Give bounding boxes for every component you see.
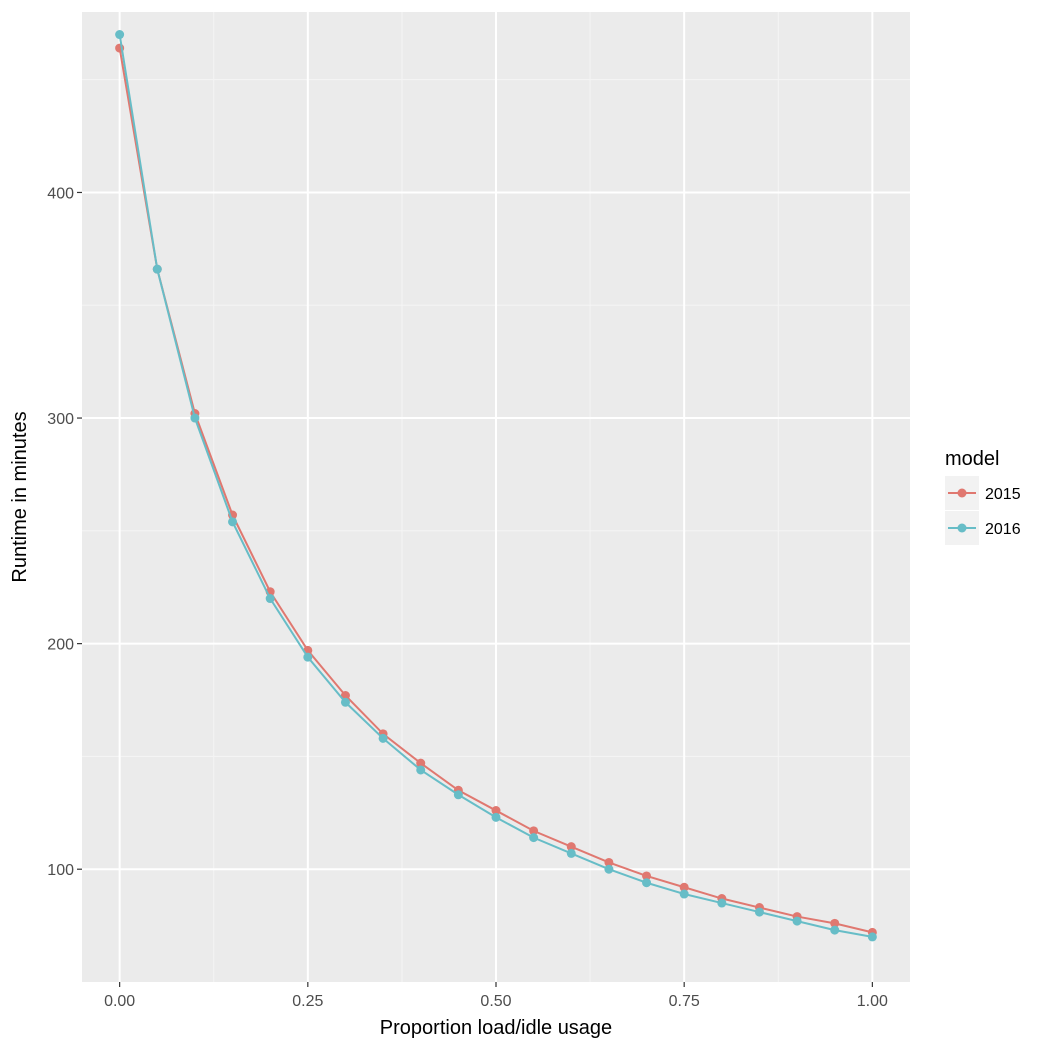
- data-point-2016: [378, 733, 388, 743]
- legend-label-2016: 2016: [985, 521, 1021, 538]
- data-point-2015: [416, 758, 426, 768]
- data-point-2015: [642, 871, 652, 881]
- y-tick-label: 400: [47, 185, 74, 202]
- data-point-2016: [453, 790, 463, 800]
- axis-ticks: [77, 191, 873, 987]
- data-point-2016: [228, 517, 238, 527]
- data-point-2016: [152, 264, 162, 274]
- data-point-2016: [642, 878, 652, 888]
- legend-label-2015: 2015: [985, 486, 1021, 503]
- data-point-2016: [792, 916, 802, 926]
- data-point-2015: [566, 842, 576, 852]
- data-point-2016: [491, 812, 501, 822]
- series-2016: [115, 30, 877, 942]
- x-axis-title: Proportion load/idle usage: [380, 1017, 612, 1039]
- legend-key-point: [957, 523, 967, 533]
- data-point-2016: [754, 907, 764, 917]
- data-point-2015: [529, 826, 539, 836]
- data-point-2016: [340, 697, 350, 707]
- legend: model 2015 2016: [945, 448, 1021, 545]
- data-point-2016: [867, 932, 877, 942]
- data-point-2016: [717, 898, 727, 908]
- data-point-2016: [265, 594, 275, 604]
- y-tick-label: 300: [47, 411, 74, 428]
- series-layer: [115, 30, 877, 942]
- data-point-2015: [604, 857, 614, 867]
- x-tick-label: 0.50: [480, 993, 511, 1010]
- data-point-2016: [303, 652, 313, 662]
- data-point-2016: [566, 848, 576, 858]
- data-point-2015: [340, 691, 350, 701]
- x-tick-label: 0.00: [104, 993, 135, 1010]
- y-axis-title: Runtime in minutes: [9, 411, 31, 582]
- data-point-2016: [115, 30, 125, 40]
- x-tick-label: 0.75: [669, 993, 700, 1010]
- x-tick-label: 0.25: [292, 993, 323, 1010]
- y-tick-label: 200: [47, 637, 74, 654]
- tick-labels: 0.00 0.25 0.50 0.75 1.00 100 200 300 400: [47, 185, 888, 1010]
- legend-key-point: [957, 488, 967, 498]
- data-point-2016: [679, 889, 689, 899]
- x-tick-label: 1.00: [857, 993, 888, 1010]
- data-point-2016: [190, 413, 200, 423]
- legend-title: model: [945, 448, 999, 470]
- data-point-2016: [416, 765, 426, 775]
- data-point-2015: [491, 806, 501, 816]
- data-point-2016: [529, 833, 539, 843]
- legend-key-2016: [945, 511, 979, 545]
- y-tick-label: 100: [47, 862, 74, 879]
- data-point-2016: [830, 925, 840, 935]
- data-point-2015: [830, 918, 840, 928]
- data-point-2016: [604, 864, 614, 874]
- data-point-2015: [679, 882, 689, 892]
- legend-key-2015: [945, 476, 979, 510]
